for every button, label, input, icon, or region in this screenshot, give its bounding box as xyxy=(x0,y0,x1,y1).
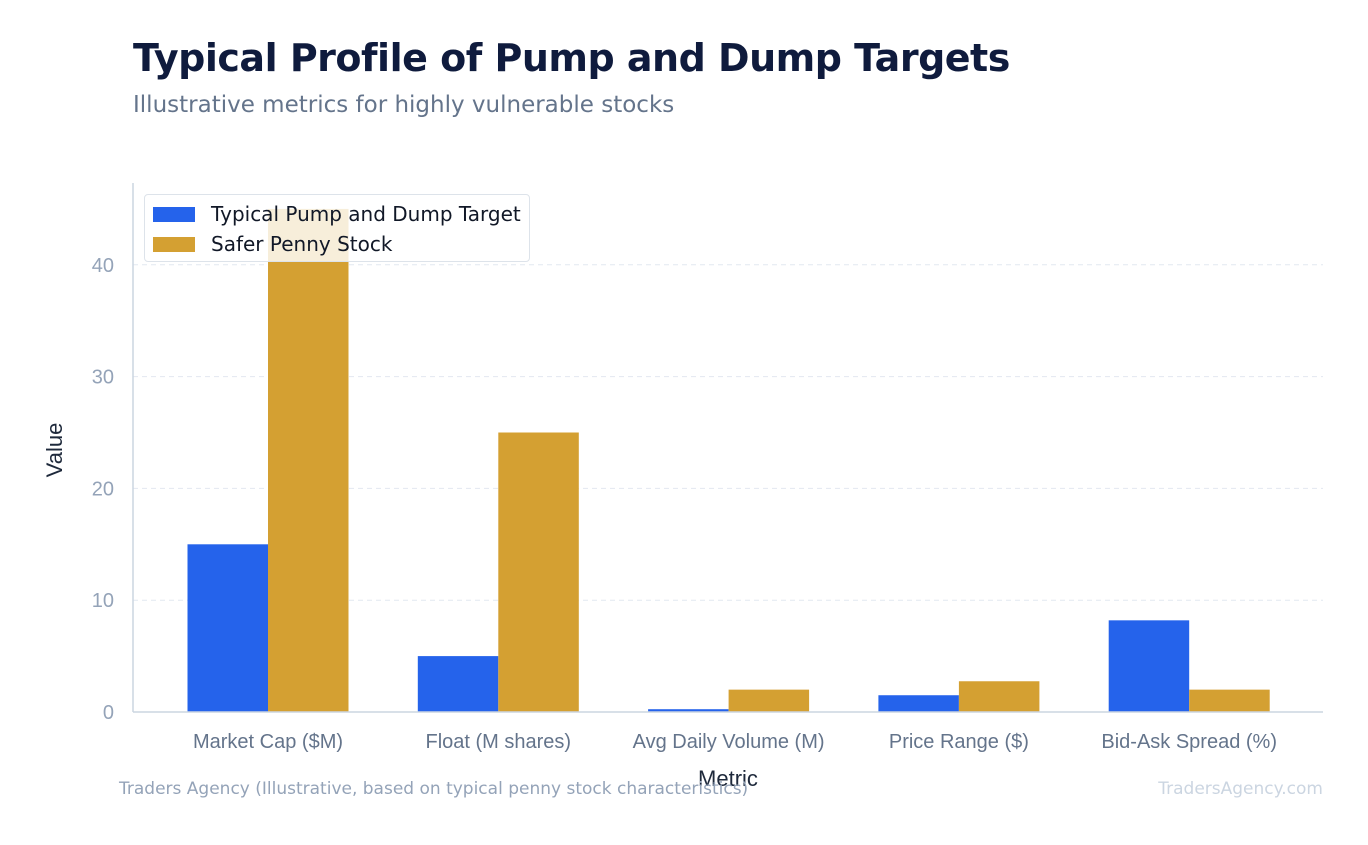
source-note: Traders Agency (Illustrative, based on t… xyxy=(119,779,749,799)
bar-pump-target xyxy=(417,656,499,712)
bar-pump-target xyxy=(878,695,959,712)
bar-safer-stock xyxy=(268,208,349,712)
x-tick-label: Bid-Ask Spread (%) xyxy=(1101,731,1277,753)
bars xyxy=(187,208,1270,712)
legend-label: Safer Penny Stock xyxy=(211,232,393,256)
legend-swatch-safer-stock xyxy=(153,236,195,252)
legend-swatch-pump-target xyxy=(153,206,195,222)
tick-labels: 0 10 20 30 40 Market Cap ($M) Float (M shares)… xyxy=(92,255,1277,753)
bar-pump-target xyxy=(187,544,268,712)
bar-pump-target xyxy=(1108,620,1190,712)
x-tick-label: Market Cap ($M) xyxy=(193,731,343,753)
watermark: TradersAgency.com xyxy=(1158,779,1323,799)
x-tick-label: Avg Daily Volume (M) xyxy=(633,731,825,753)
bar-safer-stock xyxy=(1189,689,1270,712)
axes xyxy=(132,183,1323,713)
y-tick-label: 0 xyxy=(103,702,114,724)
bar-safer-stock xyxy=(728,689,810,712)
bar-pump-target xyxy=(648,709,729,712)
chart-subtitle: Illustrative metrics for highly vulnerab… xyxy=(133,92,675,118)
legend-label: Typical Pump and Dump Target xyxy=(211,202,521,226)
legend: Typical Pump and Dump Target Safer Penny… xyxy=(144,194,530,262)
bar-safer-stock xyxy=(958,681,1040,712)
x-tick-label: Price Range ($) xyxy=(889,731,1029,753)
y-tick-label: 20 xyxy=(92,478,114,500)
y-axis-label: Value xyxy=(42,423,67,478)
y-tick-label: 10 xyxy=(92,590,114,612)
bar-safer-stock xyxy=(498,432,579,712)
legend-item-safer-stock: Safer Penny Stock xyxy=(153,232,392,256)
legend-item-pump-target: Typical Pump and Dump Target xyxy=(153,202,521,226)
y-tick-label: 30 xyxy=(92,367,114,389)
x-axis-label: Metric xyxy=(698,766,758,791)
y-tick-label: 40 xyxy=(92,255,114,277)
x-tick-label: Float (M shares) xyxy=(426,731,572,753)
chart-title: Typical Profile of Pump and Dump Targets xyxy=(133,36,1010,80)
